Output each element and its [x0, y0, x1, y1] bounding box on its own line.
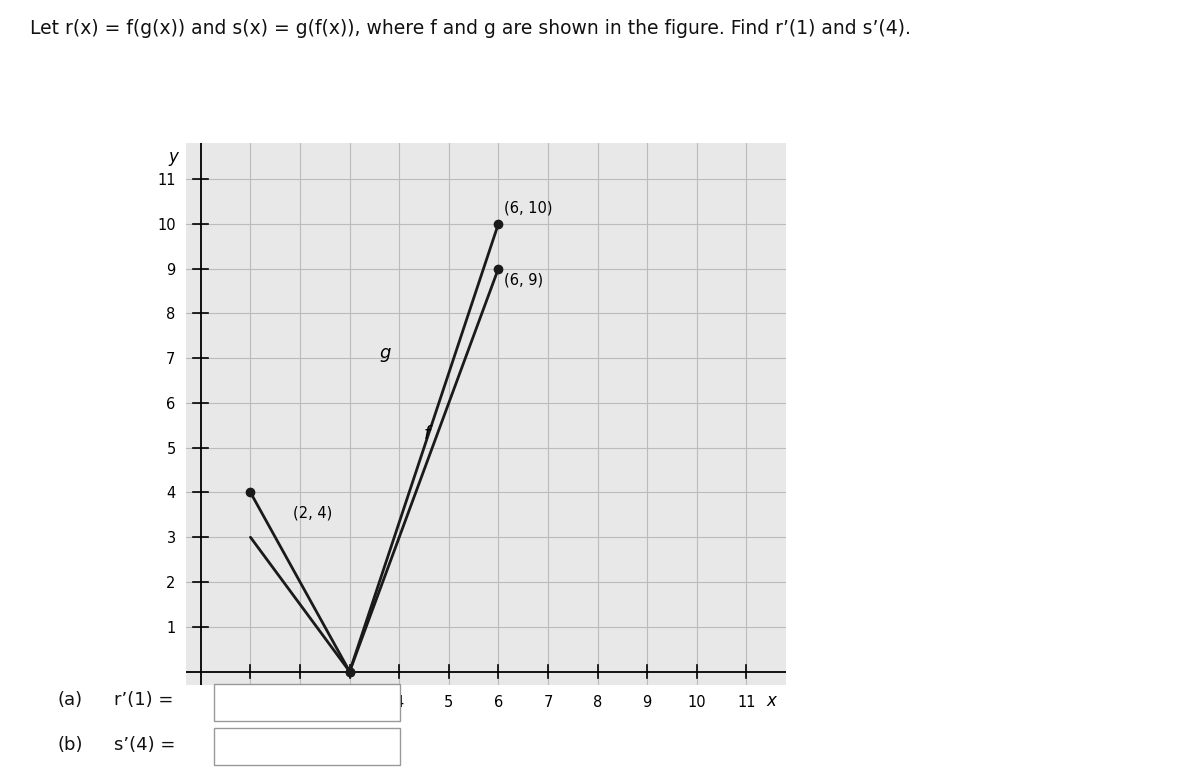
- Text: g: g: [379, 344, 391, 362]
- Text: r’(1) =: r’(1) =: [114, 691, 173, 710]
- Text: (b): (b): [58, 735, 83, 754]
- Text: (2, 4): (2, 4): [293, 505, 332, 520]
- Text: Let r(x) = f(g(x)) and s(x) = g(f(x)), where f and g are shown in the figure. Fi: Let r(x) = f(g(x)) and s(x) = g(f(x)), w…: [30, 19, 911, 39]
- Text: s’(4) =: s’(4) =: [114, 735, 175, 754]
- Text: f: f: [424, 425, 431, 443]
- Text: (6, 9): (6, 9): [504, 272, 544, 287]
- Text: (a): (a): [58, 691, 83, 710]
- Text: (6, 10): (6, 10): [504, 200, 553, 216]
- Text: y: y: [169, 148, 179, 166]
- Text: x: x: [766, 692, 776, 710]
